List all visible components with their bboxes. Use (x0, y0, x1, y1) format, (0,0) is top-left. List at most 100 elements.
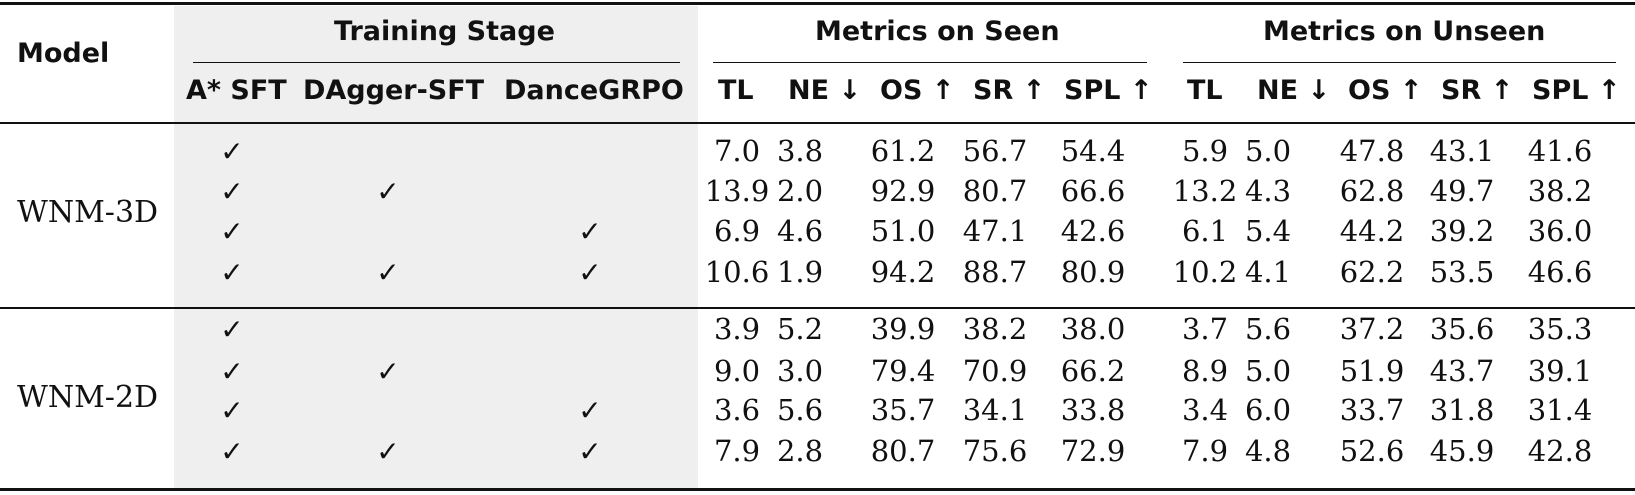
seen-os-cell: 80.7 (870, 434, 936, 468)
training-stage-underline (193, 62, 680, 63)
seen-tl-cell: 7.0 (713, 134, 761, 168)
seen-ne-cell: 5.2 (776, 312, 824, 346)
seen-spl-cell: 80.9 (1060, 255, 1126, 289)
check-astar-sft: ✓ (220, 256, 244, 289)
unseen-col-os: OS ↑ (1348, 75, 1423, 106)
group-separator-rule (0, 307, 1635, 309)
seen-os-cell: 35.7 (870, 393, 936, 427)
seen-col-ne: NE ↓ (788, 75, 862, 106)
seen-tl-cell: 3.6 (713, 393, 761, 427)
unseen-tl-cell: 6.1 (1181, 214, 1229, 248)
seen-os-cell: 61.2 (870, 134, 936, 168)
bottom-rule (0, 488, 1635, 491)
seen-spl-cell: 66.6 (1060, 174, 1126, 208)
seen-sr-cell: 47.1 (962, 214, 1028, 248)
seen-sr-cell: 88.7 (962, 255, 1028, 289)
seen-os-cell: 94.2 (870, 255, 936, 289)
unseen-tl-cell: 13.2 (1172, 174, 1238, 208)
check-astar-sft: ✓ (220, 313, 244, 346)
check-dancegrpo: ✓ (578, 215, 602, 248)
seen-os-cell: 79.4 (870, 354, 936, 388)
unseen-sr-cell: 31.8 (1429, 393, 1495, 427)
unseen-spl-cell: 35.3 (1527, 312, 1593, 346)
seen-sr-cell: 70.9 (962, 354, 1028, 388)
seen-sr-cell: 34.1 (962, 393, 1028, 427)
seen-spl-cell: 38.0 (1060, 312, 1126, 346)
unseen-sr-cell: 35.6 (1429, 312, 1495, 346)
unseen-sr-cell: 43.7 (1429, 354, 1495, 388)
unseen-ne-cell: 5.4 (1244, 214, 1292, 248)
unseen-ne-cell: 4.8 (1244, 434, 1292, 468)
model-label-wnm-2d: WNM-2D (17, 380, 159, 415)
training-stage-shading (174, 6, 698, 488)
unseen-spl-cell: 42.8 (1527, 434, 1593, 468)
seen-spl-cell: 54.4 (1060, 134, 1126, 168)
seen-col-spl: SPL ↑ (1064, 75, 1153, 106)
unseen-ne-cell: 5.6 (1244, 312, 1292, 346)
seen-tl-cell: 3.9 (713, 312, 761, 346)
check-astar-sft: ✓ (220, 135, 244, 168)
header-rule (0, 122, 1635, 124)
unseen-col-spl: SPL ↑ (1532, 75, 1621, 106)
unseen-os-cell: 62.8 (1339, 174, 1405, 208)
seen-tl-cell: 13.9 (704, 174, 770, 208)
training-stage-header: Training Stage (334, 16, 555, 47)
unseen-os-cell: 37.2 (1339, 312, 1405, 346)
metrics-unseen-header: Metrics on Unseen (1263, 16, 1546, 47)
unseen-spl-cell: 31.4 (1527, 393, 1593, 427)
unseen-os-cell: 47.8 (1339, 134, 1405, 168)
seen-ne-cell: 5.6 (776, 393, 824, 427)
seen-sr-cell: 56.7 (962, 134, 1028, 168)
unseen-sr-cell: 39.2 (1429, 214, 1495, 248)
seen-tl-cell: 10.6 (704, 255, 770, 289)
model-label-wnm-3d: WNM-3D (17, 195, 159, 230)
check-dagger-sft: ✓ (376, 175, 400, 208)
unseen-os-cell: 33.7 (1339, 393, 1405, 427)
unseen-spl-cell: 38.2 (1527, 174, 1593, 208)
stage-col-astar-sft: A* SFT (186, 75, 287, 106)
unseen-spl-cell: 41.6 (1527, 134, 1593, 168)
unseen-ne-cell: 5.0 (1244, 134, 1292, 168)
check-dagger-sft: ✓ (376, 435, 400, 468)
unseen-col-tl: TL (1187, 75, 1223, 106)
seen-os-cell: 39.9 (870, 312, 936, 346)
unseen-sr-cell: 45.9 (1429, 434, 1495, 468)
check-dancegrpo: ✓ (578, 394, 602, 427)
stage-col-dancegrpo: DanceGRPO (504, 75, 684, 106)
unseen-tl-cell: 7.9 (1181, 434, 1229, 468)
check-dancegrpo: ✓ (578, 256, 602, 289)
check-astar-sft: ✓ (220, 394, 244, 427)
seen-col-os: OS ↑ (880, 75, 955, 106)
unseen-ne-cell: 4.1 (1244, 255, 1292, 289)
seen-sr-cell: 75.6 (962, 434, 1028, 468)
seen-ne-cell: 1.9 (776, 255, 824, 289)
model-header: Model (17, 38, 110, 69)
seen-spl-cell: 42.6 (1060, 214, 1126, 248)
unseen-ne-cell: 4.3 (1244, 174, 1292, 208)
seen-spl-cell: 72.9 (1060, 434, 1126, 468)
unseen-ne-cell: 6.0 (1244, 393, 1292, 427)
metrics-seen-header: Metrics on Seen (815, 16, 1060, 47)
seen-ne-cell: 3.8 (776, 134, 824, 168)
check-dagger-sft: ✓ (376, 355, 400, 388)
seen-ne-cell: 4.6 (776, 214, 824, 248)
seen-ne-cell: 2.8 (776, 434, 824, 468)
seen-col-tl: TL (718, 75, 754, 106)
unseen-sr-cell: 43.1 (1429, 134, 1495, 168)
seen-ne-cell: 3.0 (776, 354, 824, 388)
check-astar-sft: ✓ (220, 215, 244, 248)
seen-tl-cell: 6.9 (713, 214, 761, 248)
seen-tl-cell: 7.9 (713, 434, 761, 468)
unseen-os-cell: 52.6 (1339, 434, 1405, 468)
unseen-col-sr: SR ↑ (1441, 75, 1514, 106)
unseen-sr-cell: 53.5 (1429, 255, 1495, 289)
unseen-tl-cell: 10.2 (1172, 255, 1238, 289)
seen-os-cell: 51.0 (870, 214, 936, 248)
unseen-tl-cell: 8.9 (1181, 354, 1229, 388)
unseen-tl-cell: 3.4 (1181, 393, 1229, 427)
seen-sr-cell: 80.7 (962, 174, 1028, 208)
seen-sr-cell: 38.2 (962, 312, 1028, 346)
metrics-unseen-underline (1183, 62, 1616, 63)
check-dancegrpo: ✓ (578, 435, 602, 468)
